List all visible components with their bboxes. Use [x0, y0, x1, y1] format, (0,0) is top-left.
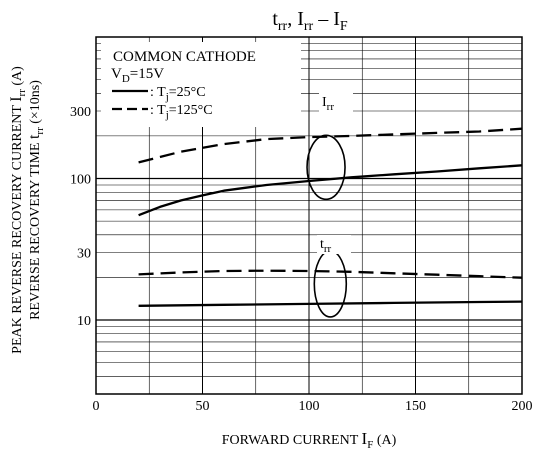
x-tick-label: 50	[196, 399, 210, 414]
x-tick-label: 200	[512, 399, 533, 414]
y-tick-label: 300	[70, 105, 91, 120]
annotation-trr: trr	[320, 237, 332, 255]
plot-frame	[95, 36, 523, 395]
series-line-1	[138, 127, 523, 164]
grid	[96, 37, 522, 394]
axis-labels: trr, Irr – IF FORWARD CURRENT IF (A) PEAK …	[8, 8, 397, 450]
legend-entry: : Tj=25°C	[150, 85, 206, 103]
annotation-bg	[319, 93, 353, 112]
series-line-3	[138, 269, 523, 279]
y-tick-label: 100	[70, 173, 91, 188]
annotations: Irr trr	[317, 93, 353, 255]
annotation-bg	[317, 235, 351, 254]
irr-ellipse	[306, 134, 346, 201]
x-axis-label: FORWARD CURRENT IF (A)	[222, 429, 397, 450]
legend-entry: : Tj=125°C	[150, 103, 213, 121]
series-line-2	[138, 164, 523, 217]
x-tick-label: 0	[93, 399, 100, 414]
tick-labels: 0 50 100 150 200 10 30 100 300	[70, 105, 533, 414]
chart-title: trr, Irr – IF	[272, 8, 348, 34]
legend-box	[101, 42, 301, 127]
series-lines	[138, 127, 523, 307]
y-tick-label: 30	[77, 246, 91, 261]
legend-condition: VD=15V	[111, 66, 164, 85]
x-tick-label: 150	[405, 399, 426, 414]
trr-ellipse	[313, 250, 348, 318]
y-tick-label: 10	[77, 314, 91, 329]
annotation-ellipses	[306, 134, 348, 318]
x-tick-label: 100	[299, 399, 320, 414]
y-axis-label-time: REVERSE RECOVERY TIME trr (×10ns)	[26, 80, 46, 320]
legend-title: COMMON CATHODE	[113, 49, 256, 65]
series-line-4	[138, 300, 523, 307]
y-axis-label-current: PEAK REVERSE RECOVERY CURRENT Irr (A)	[8, 66, 28, 354]
annotation-Irr: Irr	[322, 95, 334, 113]
